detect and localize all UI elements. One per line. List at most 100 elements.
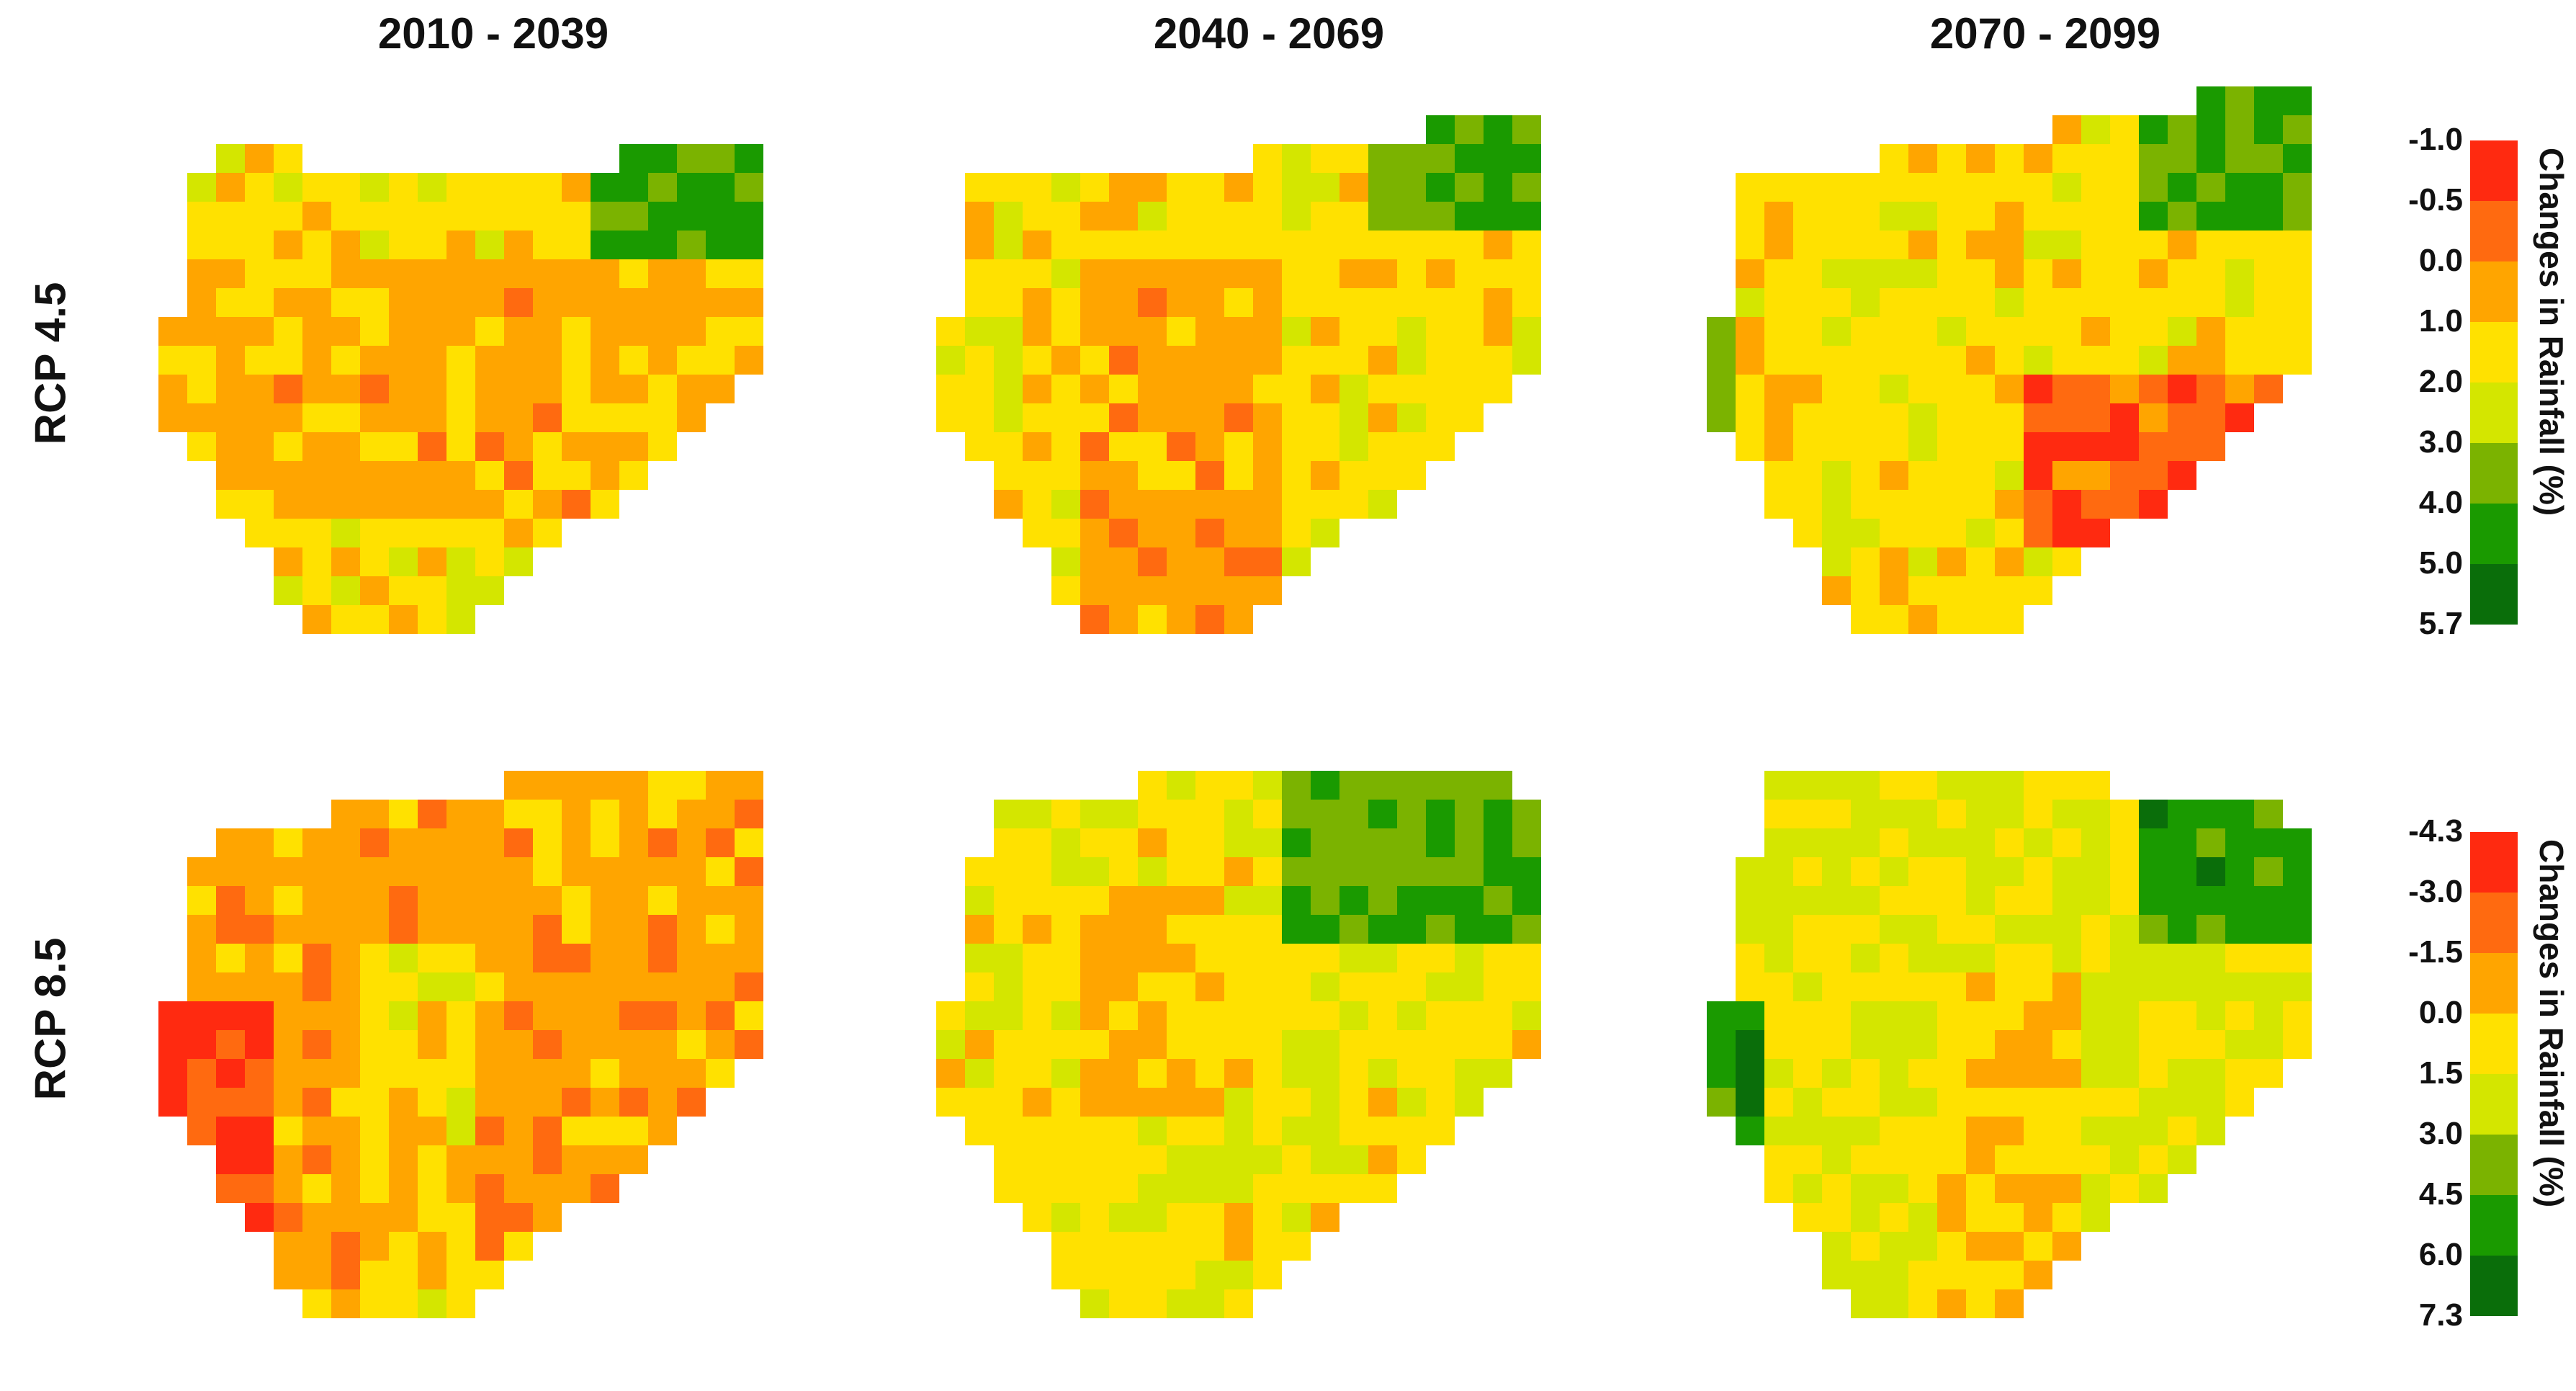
map-cell [1051, 490, 1080, 519]
map-cell [418, 1174, 446, 1203]
map-cell [1224, 202, 1253, 231]
map-cell [475, 972, 504, 1001]
map-cell [2283, 288, 2312, 317]
map-cell [1253, 886, 1282, 915]
map-cell [2110, 259, 2139, 288]
map-cell [1080, 1001, 1109, 1030]
map-cell [2024, 771, 2052, 800]
map-cell [389, 915, 418, 944]
map-cell [389, 346, 418, 375]
map-cell [245, 1059, 274, 1088]
map-cell [2052, 1145, 2081, 1174]
map-cell [1224, 346, 1253, 375]
map-cell [1822, 1059, 1851, 1088]
map-cell [216, 1088, 245, 1117]
legend-swatch [2470, 201, 2518, 261]
map-cell [389, 576, 418, 605]
map-cell [2024, 547, 2052, 576]
map-cell [504, 771, 533, 800]
legend-swatch [2470, 140, 2518, 201]
map-cell [1195, 490, 1224, 519]
map-cell [331, 1203, 360, 1232]
map-cell [1908, 202, 1937, 231]
map-cell [1109, 461, 1138, 490]
legend-swatch [2470, 1195, 2518, 1256]
map-cell [1512, 800, 1541, 828]
map-rcp85-2040-2069 [936, 771, 1541, 1318]
map-cell [533, 1088, 562, 1117]
map-cell [302, 375, 331, 403]
map-cell [2139, 1059, 2168, 1088]
map-cell [1253, 144, 1282, 173]
map-cell [2110, 1117, 2139, 1145]
map-cell [1455, 403, 1484, 432]
map-cell [1397, 259, 1426, 288]
map-cell [1851, 1059, 1880, 1088]
map-cell [1195, 375, 1224, 403]
legend-tick-label: -0.5 [2408, 182, 2463, 218]
map-cell [1822, 972, 1851, 1001]
map-cell [187, 1001, 216, 1030]
map-cell [504, 1030, 533, 1059]
map-cell [994, 1145, 1023, 1174]
map-cell [706, 288, 735, 317]
map-cell [1339, 915, 1368, 944]
map-cell [648, 771, 677, 800]
map-cell [1311, 519, 1339, 547]
map-cell [274, 576, 302, 605]
map-cell [2024, 490, 2052, 519]
map-cell [1224, 403, 1253, 432]
map-cell [1311, 828, 1339, 857]
map-cell [1167, 944, 1195, 972]
map-cell [1224, 800, 1253, 828]
map-cell [1880, 288, 1908, 317]
map-cell [302, 828, 331, 857]
map-cell [1937, 605, 1966, 634]
map-cell [1512, 857, 1541, 886]
map-cell [360, 857, 389, 886]
map-cell [1851, 605, 1880, 634]
map-cell [735, 886, 763, 915]
map-cell [302, 1261, 331, 1289]
map-cell [591, 1117, 619, 1145]
legend-swatch [2470, 893, 2518, 953]
map-cell [1051, 1261, 1080, 1289]
map-cell [1339, 1145, 1368, 1174]
map-cell [1995, 1203, 2024, 1232]
map-cell [619, 1145, 648, 1174]
map-cell [1851, 915, 1880, 944]
map-cell [1851, 547, 1880, 576]
map-cell [446, 547, 475, 576]
map-cell [2168, 231, 2196, 259]
map-cell [1167, 1088, 1195, 1117]
map-cell [562, 972, 591, 1001]
map-cell [1822, 547, 1851, 576]
map-cell [1253, 375, 1282, 403]
map-cell [1736, 857, 1764, 886]
map-cell [1167, 490, 1195, 519]
map-cell [1051, 461, 1080, 490]
map-cell [216, 1174, 245, 1203]
map-cell [1397, 828, 1426, 857]
map-cell [1023, 231, 1051, 259]
map-cell [706, 771, 735, 800]
map-cell [2052, 1030, 2081, 1059]
map-cell [1851, 461, 1880, 490]
map-cell [1397, 288, 1426, 317]
map-cell [1138, 944, 1167, 972]
map-cell [2254, 288, 2283, 317]
map-cell [1908, 144, 1937, 173]
map-cell [1253, 1174, 1282, 1203]
map-cell [1966, 288, 1995, 317]
map-cell [2024, 1232, 2052, 1261]
map-cell [245, 915, 274, 944]
map-cell [1195, 1289, 1224, 1318]
map-cell [1995, 1145, 2024, 1174]
map-cell [2196, 317, 2225, 346]
map-cell [418, 605, 446, 634]
map-cell [446, 403, 475, 432]
map-cell [2283, 202, 2312, 231]
map-cell [2081, 490, 2110, 519]
map-cell [245, 202, 274, 231]
map-cell [1167, 886, 1195, 915]
